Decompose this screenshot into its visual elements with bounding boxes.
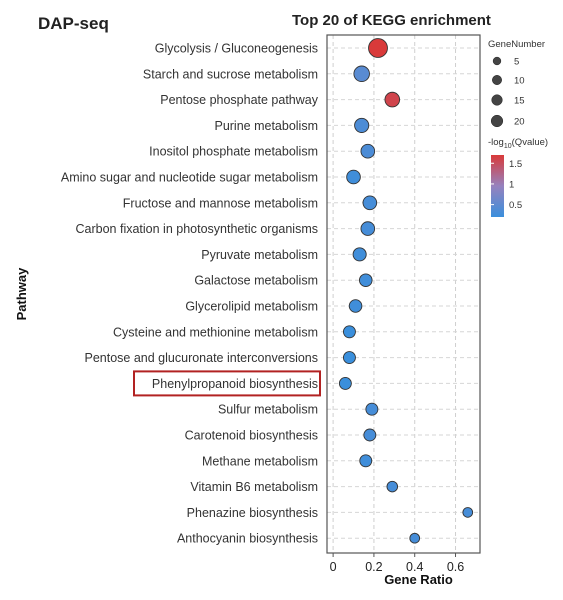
size-legend-dot [492, 56, 502, 66]
pathway-label: Carotenoid biosynthesis [185, 429, 318, 443]
data-point [354, 117, 370, 133]
pathway-label: Purine metabolism [214, 119, 318, 133]
data-point [409, 532, 421, 544]
plot-area [327, 35, 480, 553]
size-legend-label: 10 [514, 76, 525, 87]
color-legend-label: 0.5 [509, 200, 522, 211]
pathway-label: Pentose and glucuronate interconversions [85, 351, 318, 365]
pathway-label: Glycolysis / Gluconeogenesis [155, 42, 318, 56]
pathway-label: Phenylpropanoid biosynthesis [152, 377, 318, 391]
data-point [348, 299, 363, 313]
data-point [346, 169, 361, 185]
pathway-label: Anthocyanin biosynthesis [177, 532, 318, 546]
chart-title: Top 20 of KEGG enrichment [292, 12, 491, 29]
color-legend-label: 1.5 [509, 159, 522, 170]
size-legend-label: 15 [514, 96, 525, 107]
data-point [368, 38, 388, 58]
color-legend-label: 1 [509, 179, 514, 190]
color-legend-bar [491, 155, 504, 217]
data-point [338, 376, 352, 390]
size-legend-label: 5 [514, 57, 519, 68]
size-legend-dot [491, 94, 503, 106]
data-point [342, 351, 356, 365]
data-point [363, 428, 377, 442]
data-point [365, 402, 379, 416]
data-point [342, 325, 356, 339]
data-point [352, 247, 367, 262]
x-tick-label: 0.4 [406, 560, 423, 574]
plot-border [326, 34, 481, 554]
x-tick-label: 0 [330, 560, 337, 574]
pathway-label: Glycerolipid metabolism [185, 300, 318, 314]
size-legend-label: 20 [514, 117, 525, 128]
pathway-label: Inositol phosphate metabolism [149, 145, 318, 159]
x-tick-label: 0.2 [365, 560, 382, 574]
y-axis-title: Pathway [14, 267, 29, 321]
panel-label: DAP-seq [38, 14, 109, 33]
pathway-label: Starch and sucrose metabolism [143, 67, 318, 81]
pathway-label: Galactose metabolism [194, 274, 318, 288]
size-legend-dot [492, 75, 502, 85]
data-point [362, 195, 378, 211]
pathway-label: Sulfur metabolism [218, 403, 318, 417]
data-point [384, 91, 401, 108]
pathway-label: Pentose phosphate pathway [160, 93, 319, 107]
data-point [386, 480, 399, 493]
pathway-label: Vitamin B6 metabolism [190, 480, 318, 494]
color-legend-title: -log10(Qvalue) [488, 137, 548, 150]
data-point [360, 221, 376, 236]
x-axis-title: Gene Ratio [384, 572, 453, 587]
pathway-label: Phenazine biosynthesis [187, 506, 318, 520]
pathway-label: Methane metabolism [202, 454, 318, 468]
data-point [359, 273, 373, 287]
pathway-label: Carbon fixation in photosynthetic organi… [76, 222, 319, 236]
size-legend-title: GeneNumber [488, 39, 545, 50]
size-legend-dot [490, 114, 504, 128]
pathway-label: Cysteine and methionine metabolism [113, 325, 318, 339]
data-point [353, 65, 370, 83]
data-point [360, 143, 376, 159]
data-point [462, 507, 474, 518]
pathway-label: Pyruvate metabolism [201, 248, 318, 262]
x-tick-label: 0.6 [447, 560, 464, 574]
pathway-label: Fructose and mannose metabolism [123, 196, 318, 210]
pathway-label: Amino sugar and nucleotide sugar metabol… [61, 171, 318, 185]
highlight-box [133, 370, 321, 397]
data-point [359, 454, 373, 468]
